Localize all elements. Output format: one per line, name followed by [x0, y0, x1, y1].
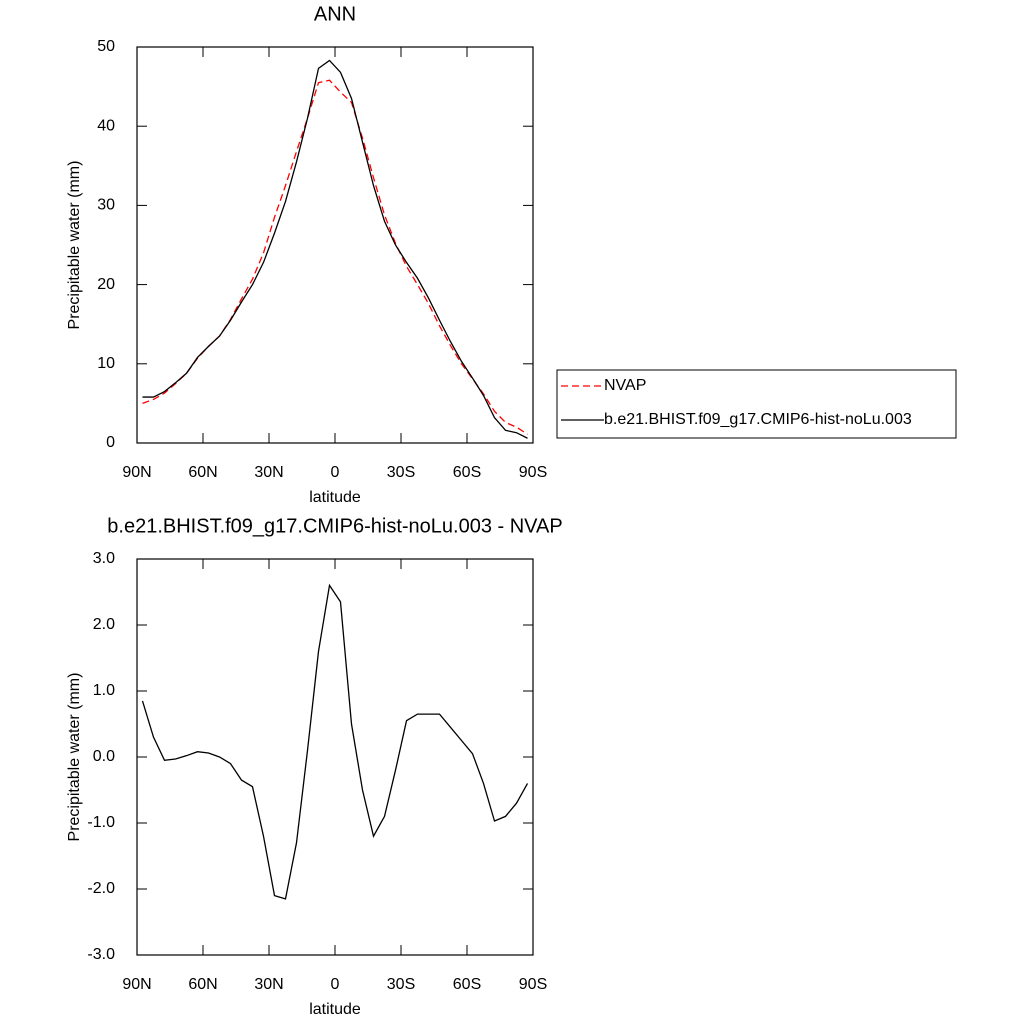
y-tick-label: -3.0 — [87, 946, 115, 963]
y-tick-label: 50 — [97, 38, 115, 55]
y-axis-label: Precipitable water (mm) — [66, 673, 83, 842]
x-tick-label: 60S — [453, 976, 481, 993]
x-tick-label: 60N — [188, 464, 217, 481]
plot-frame — [136, 46, 534, 444]
x-tick-label: 60S — [453, 464, 481, 481]
y-axis-label: Precipitable water (mm) — [66, 161, 83, 330]
y-tick-label: 10 — [97, 355, 115, 372]
y-tick-label: 20 — [97, 276, 115, 293]
x-tick-label: 0 — [331, 464, 340, 481]
x-tick-label: 90N — [122, 976, 151, 993]
y-tick-label: 3.0 — [93, 550, 115, 567]
legend-label: NVAP — [604, 377, 646, 394]
y-tick-label: 0.0 — [93, 748, 115, 765]
y-tick-label: 2.0 — [93, 616, 115, 633]
x-tick-label: 90S — [519, 976, 547, 993]
x-tick-label: 30S — [387, 464, 415, 481]
x-tick-label: 90S — [519, 464, 547, 481]
y-tick-label: -2.0 — [87, 880, 115, 897]
x-axis-label: latitude — [309, 1001, 361, 1018]
x-tick-label: 0 — [331, 976, 340, 993]
chart-title: ANN — [314, 3, 356, 25]
y-tick-label: 30 — [97, 197, 115, 214]
y-tick-label: 0 — [106, 434, 115, 451]
x-tick-label: 30N — [254, 976, 283, 993]
chart-title: b.e21.BHIST.f09_g17.CMIP6-hist-noLu.003 … — [107, 515, 562, 537]
x-tick-label: 30S — [387, 976, 415, 993]
x-tick-label: 60N — [188, 976, 217, 993]
legend-box — [556, 369, 957, 439]
data-line — [142, 79, 528, 435]
y-tick-label: 40 — [97, 117, 115, 134]
legend-label: b.e21.BHIST.f09_g17.CMIP6-hist-noLu.003 — [604, 411, 912, 428]
y-tick-label: -1.0 — [87, 814, 115, 831]
x-tick-label: 30N — [254, 464, 283, 481]
plot-frame — [136, 558, 534, 956]
x-tick-label: 90N — [122, 464, 151, 481]
data-line — [142, 59, 528, 439]
y-tick-label: 1.0 — [93, 682, 115, 699]
x-axis-label: latitude — [309, 489, 361, 506]
data-line — [141, 583, 529, 900]
